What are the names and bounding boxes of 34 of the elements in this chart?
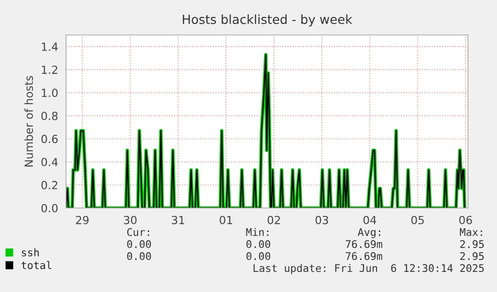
x-tick-label: 01 xyxy=(220,216,232,224)
y-axis-title: Number of hosts xyxy=(24,76,33,166)
chart-title: Hosts blacklisted - by week xyxy=(182,14,352,26)
x-tick-label: 03 xyxy=(316,216,328,224)
y-tick-label: 0.6 xyxy=(41,134,58,144)
text: 0.00 xyxy=(127,240,151,248)
x-tick-label: 04 xyxy=(363,216,376,224)
text: 2.95 xyxy=(460,240,484,248)
text: Min: xyxy=(246,228,268,236)
legend-label: ssh xyxy=(22,248,39,256)
text: 0.00 xyxy=(246,240,270,248)
legend-label: total xyxy=(22,260,52,270)
text: 0.00 xyxy=(246,252,270,260)
text: 2.95 xyxy=(460,252,484,260)
x-tick-label: 02 xyxy=(268,216,280,224)
y-tick-label: 1.4 xyxy=(42,42,58,51)
text: Cur: xyxy=(127,228,150,236)
y-tick-label: 0.8 xyxy=(41,112,58,120)
y-tick-label: 0.0 xyxy=(41,204,58,212)
text: Max: xyxy=(460,228,482,236)
y-tick-label: 1.0 xyxy=(42,88,58,98)
x-tick-label: 29 xyxy=(76,216,89,224)
text: Last update: Fri Jun 6 12:30:14 2025 xyxy=(254,264,484,274)
text: 76.69m xyxy=(346,252,382,260)
x-tick-label: 30 xyxy=(124,216,137,224)
text: Avg: xyxy=(358,228,380,238)
y-tick-label: 0.2 xyxy=(41,180,58,190)
x-tick-label: 05 xyxy=(411,216,424,224)
y-tick-label: 0.4 xyxy=(41,158,58,166)
x-tick-label: 06 xyxy=(459,216,472,224)
text: 0.00 xyxy=(127,252,151,260)
y-tick-label: 1.2 xyxy=(42,66,58,74)
text: 76.69m xyxy=(346,240,382,248)
x-tick-label: 31 xyxy=(172,216,184,224)
